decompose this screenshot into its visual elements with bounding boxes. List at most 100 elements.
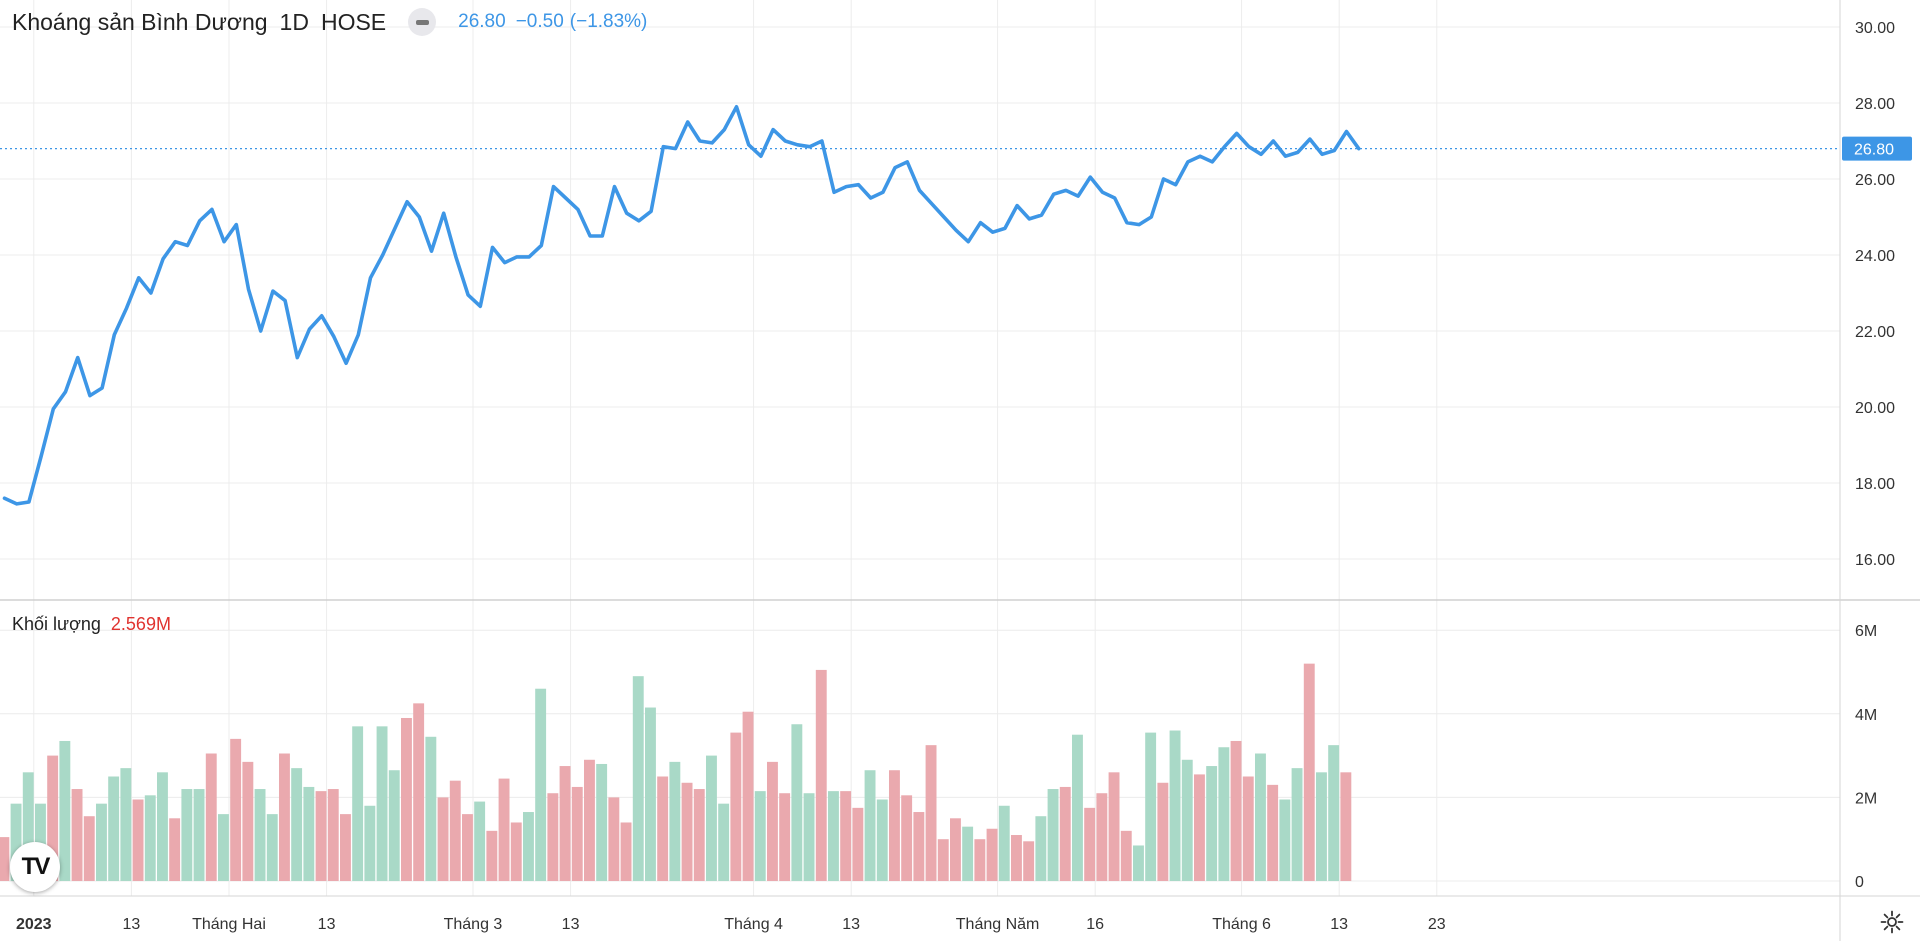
volume-bar [376, 726, 388, 881]
symbol-name[interactable]: Khoáng sản Bình Dương [12, 8, 268, 35]
chart-header: Khoáng sản Bình Dương 1D HOSE 26.80 −0.5… [12, 8, 647, 36]
volume-axis-label: 0 [1855, 874, 1864, 891]
volume-bar [0, 837, 10, 881]
volume-bar [986, 828, 998, 881]
volume-bar [218, 814, 229, 881]
volume-bar [596, 763, 608, 881]
volume-bar [754, 791, 766, 881]
time-axis-label: Tháng 3 [444, 916, 503, 933]
volume-bar [645, 707, 656, 881]
volume-bar [657, 776, 669, 881]
volume-bar [1206, 766, 1218, 881]
price-axis-label: 30.00 [1855, 20, 1895, 37]
volume-bar [559, 766, 571, 881]
volume-bar [96, 803, 107, 881]
time-axis-label: 2023 [16, 916, 52, 933]
volume-bar [1059, 786, 1071, 881]
volume-bar [669, 761, 681, 881]
time-axis-label: 13 [842, 916, 860, 933]
volume-bar [950, 818, 961, 881]
time-axis-label: 23 [1428, 916, 1446, 933]
volume-bar [742, 711, 754, 881]
volume-bar [730, 732, 742, 881]
volume-bar [547, 793, 559, 881]
volume-bar [803, 793, 815, 881]
volume-bar [1047, 789, 1059, 881]
volume-bar [632, 676, 644, 881]
volume-bar [864, 770, 876, 881]
volume-bar [1181, 759, 1193, 881]
volume-bar [83, 816, 95, 881]
time-axis-label: Tháng Hai [192, 916, 266, 933]
volume-bar [10, 803, 22, 881]
volume-bar [1096, 793, 1108, 881]
volume-bar [181, 789, 193, 881]
volume-bar [1023, 841, 1035, 881]
price-change-percent: (−1.83%) [569, 11, 648, 32]
volume-bar [571, 786, 583, 881]
volume-bar [401, 717, 412, 881]
volume-bar [193, 789, 205, 881]
time-axis-label: Tháng Năm [956, 916, 1040, 933]
volume-bar [242, 761, 254, 881]
volume-bar [1230, 740, 1242, 881]
volume-bar [132, 799, 144, 881]
collapse-toggle[interactable] [408, 8, 437, 36]
volume-bar [474, 801, 486, 881]
volume-bar [1120, 830, 1132, 881]
time-axis-label: Tháng 6 [1212, 916, 1271, 933]
last-price-tag [1842, 136, 1912, 161]
volume-bar [352, 726, 364, 881]
volume-bar [425, 736, 437, 881]
volume-header: Khối lượng 2.569M [12, 614, 171, 635]
volume-bar [1035, 816, 1047, 881]
volume-bar [205, 753, 217, 881]
volume-bar [913, 812, 925, 881]
volume-bar [327, 789, 339, 881]
price-line [2, 105, 1361, 506]
price-axis-label: 22.00 [1855, 324, 1895, 341]
volume-bar [523, 812, 534, 881]
volume-bar [718, 803, 730, 881]
volume-bar [535, 688, 547, 881]
tradingview-logo[interactable]: TV [10, 842, 60, 892]
volume-bar [1108, 772, 1120, 881]
volume-bar [815, 669, 827, 881]
volume-bar [254, 789, 266, 881]
volume-axis-label: 4M [1855, 707, 1877, 724]
interval-label[interactable]: 1D [279, 8, 309, 35]
volume-bar [1303, 663, 1315, 881]
price-axis-label: 16.00 [1855, 552, 1895, 569]
volume-bar [828, 791, 839, 881]
volume-bar [230, 738, 242, 881]
volume-bar [925, 745, 937, 881]
volume-bar [840, 791, 852, 881]
price-axis-label: 18.00 [1855, 476, 1895, 493]
time-axis-label: 13 [122, 916, 140, 933]
volume-bar [1084, 807, 1096, 881]
volume-bar [791, 724, 803, 881]
time-axis-label: 13 [318, 916, 336, 933]
volume-bar [47, 755, 59, 881]
volume-bar [584, 759, 595, 881]
volume-bar [510, 822, 522, 881]
volume-bar [693, 789, 705, 881]
price-axis-label: 24.00 [1855, 248, 1895, 265]
volume-bar [437, 797, 449, 881]
volume-bar [767, 761, 778, 881]
volume-bar [108, 776, 120, 881]
volume-bar [1328, 745, 1340, 881]
volume-bar [266, 814, 278, 881]
volume-bar [998, 805, 1010, 881]
volume-bar [1267, 784, 1279, 881]
time-axis-label: 13 [1330, 916, 1348, 933]
volume-bar [1011, 835, 1022, 881]
volume-bar [681, 782, 693, 881]
settings-gear-icon[interactable] [1880, 910, 1904, 934]
volume-bar [59, 740, 71, 881]
volume-bar [852, 807, 864, 881]
volume-bar [413, 703, 425, 881]
volume-bar [120, 768, 132, 881]
volume-label[interactable]: Khối lượng [12, 614, 101, 634]
